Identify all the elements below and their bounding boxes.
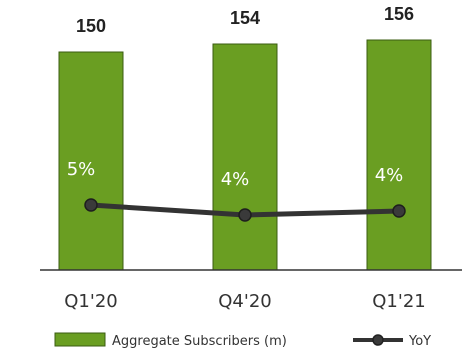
x-tick-label-0: Q1'20 [64, 291, 117, 312]
value-labels-layer: 150 154 156 [76, 4, 414, 36]
legend-bar-swatch [54, 332, 106, 347]
yoy-point-1 [238, 208, 252, 222]
yoy-value-label-1: 4% [221, 169, 250, 190]
bar-2 [366, 39, 432, 271]
yoy-value-label-0: 5% [67, 159, 96, 180]
bars-layer [58, 39, 432, 271]
yoy-point-2 [392, 204, 406, 218]
ticks-layer: Q1'20 Q4'20 Q1'21 [64, 291, 425, 312]
legend: Aggregate Subscribers (m) YoY [54, 332, 431, 349]
yoy-point-0 [84, 198, 98, 212]
bar-1 [212, 43, 278, 271]
bar-value-label-2: 156 [384, 4, 414, 24]
bar-value-label-1: 154 [230, 8, 260, 28]
yoy-value-label-2: 4% [375, 165, 404, 186]
x-tick-label-2: Q1'21 [372, 291, 425, 312]
bar-value-label-0: 150 [76, 16, 106, 36]
bar-0 [58, 51, 124, 271]
x-tick-label-1: Q4'20 [218, 291, 271, 312]
legend-line-label: YoY [408, 334, 431, 349]
legend-bar-label: Aggregate Subscribers (m) [112, 334, 287, 349]
legend-line-marker [372, 334, 384, 346]
yoy-layer: 5% 4% 4% [67, 159, 406, 222]
